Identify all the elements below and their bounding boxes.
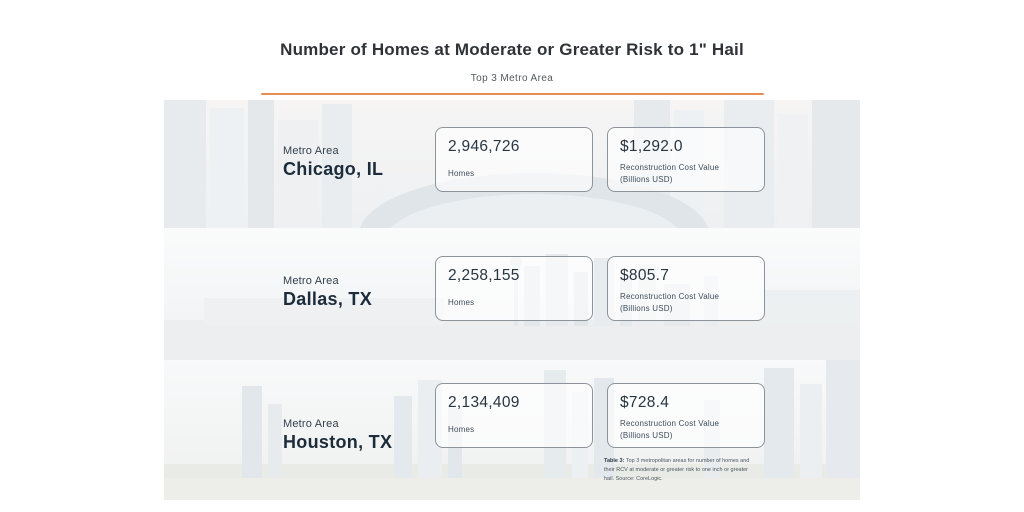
rcv-card: $805.7 Reconstruction Cost Value (Billio…: [607, 256, 765, 321]
homes-label: Homes: [448, 298, 475, 307]
homes-label: Homes: [448, 169, 475, 178]
rcv-value: $805.7: [620, 267, 670, 284]
table-caption: Table 3: Top 3 metropolitan areas for nu…: [604, 457, 754, 484]
rcv-label: Reconstruction Cost Value: [620, 163, 720, 172]
homes-label: Homes: [448, 425, 475, 434]
metro-city-name: Houston, TX: [283, 432, 393, 452]
metro-city-name: Dallas, TX: [283, 289, 373, 309]
rcv-label: Reconstruction Cost Value: [620, 419, 720, 428]
metro-area-label: Metro Area: [283, 275, 339, 287]
accent-divider: [260, 93, 764, 95]
homes-value: 2,134,409: [448, 394, 520, 411]
metro-row-dallas: Metro Area Dallas, TX 2,258,155 Homes $8…: [164, 228, 860, 360]
rcv-units-label: (Billions USD): [620, 303, 673, 313]
homes-value: 2,258,155: [448, 267, 520, 284]
header: Number of Homes at Moderate or Greater R…: [0, 0, 1024, 95]
rcv-value: $1,292.0: [620, 138, 683, 155]
metro-rows-band: Metro Area Chicago, IL 2,946,726 Homes $…: [164, 100, 860, 500]
rcv-card: $1,292.0 Reconstruction Cost Value (Bill…: [607, 127, 765, 192]
houston-skyline-image: [164, 360, 860, 500]
homes-card: 2,258,155 Homes: [435, 256, 593, 321]
metro-area-label: Metro Area: [283, 145, 339, 157]
metro-row-houston: Metro Area Houston, TX 2,134,409 Homes $…: [164, 360, 860, 500]
subtitle: Top 3 Metro Area: [470, 73, 554, 84]
metro-row-chicago: Metro Area Chicago, IL 2,946,726 Homes $…: [164, 100, 860, 228]
homes-card: 2,134,409 Homes: [435, 383, 593, 448]
rcv-units-label: (Billions USD): [620, 174, 673, 184]
metro-area-label: Metro Area: [283, 418, 339, 430]
caption-label: Table 3:: [604, 458, 625, 464]
homes-card: 2,946,726 Homes: [435, 127, 593, 192]
metro-city-name: Chicago, IL: [283, 159, 384, 179]
metro-block: Metro Area Dallas, TX: [283, 275, 372, 310]
page-title: Number of Homes at Moderate or Greater R…: [280, 40, 744, 59]
metro-block: Metro Area Chicago, IL: [283, 145, 383, 180]
rcv-label: Reconstruction Cost Value: [620, 292, 720, 301]
metro-block: Metro Area Houston, TX: [283, 418, 392, 453]
rcv-value: $728.4: [620, 394, 670, 411]
rcv-card: $728.4 Reconstruction Cost Value (Billio…: [607, 383, 765, 448]
caption-text: Top 3 metropolitan areas for number of h…: [604, 458, 750, 483]
rcv-units-label: (Billions USD): [620, 430, 673, 440]
homes-value: 2,946,726: [448, 138, 520, 155]
